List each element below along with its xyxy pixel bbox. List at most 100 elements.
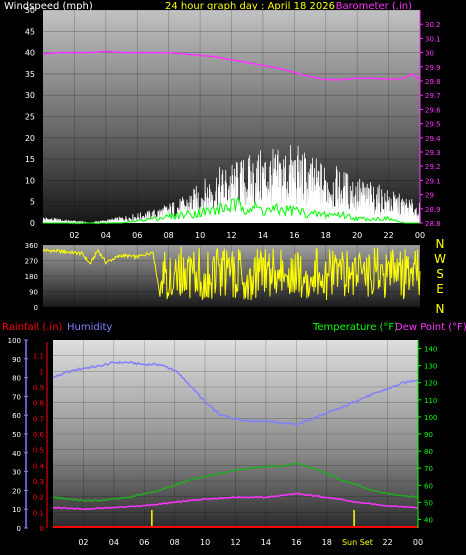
- humidity-tick-label: 100: [8, 337, 21, 345]
- temp-x-tick-label: Sun: [342, 538, 357, 547]
- temp-tick-label: 40: [424, 516, 433, 524]
- barometer-tick-label: 28.9: [425, 206, 441, 214]
- rain-tick-label: 0.5: [33, 447, 44, 455]
- rain-tick-label: 0.3: [33, 478, 44, 486]
- barometer-tick-label: 30.2: [425, 21, 441, 29]
- wind-x-tick-label: 14: [258, 231, 268, 240]
- wind-x-tick-label: 12: [226, 231, 236, 240]
- wind-x-tick-label: 22: [383, 231, 393, 240]
- temperature-axis-title: Temperature (°F): [312, 322, 398, 333]
- wind-x-tick-label: 18: [321, 231, 331, 240]
- wind-x-tick-label: 10: [195, 231, 205, 240]
- barometer-tick-label: 29.4: [425, 135, 441, 143]
- chart-title: 24 hour graph day : April 18 2026: [165, 1, 335, 12]
- humidity-tick-label: 40: [12, 450, 21, 458]
- wind-gust-series: [43, 196, 420, 224]
- humidity-tick-label: 0: [17, 525, 21, 533]
- compass-label-e: E: [436, 282, 444, 296]
- direction-tick-label: 0: [34, 304, 38, 312]
- rain-tick-label: 0.6: [33, 431, 45, 439]
- direction-panel-series: [42, 246, 421, 301]
- wind-x-tick-label: 04: [101, 231, 111, 240]
- compass-label-n: N: [436, 237, 445, 251]
- humidity-axis-title: Humidity: [67, 322, 112, 333]
- temp-x-tick-label: 10: [200, 538, 210, 547]
- temp-tick-label: 110: [424, 397, 437, 405]
- temp-tick-label: 50: [424, 499, 433, 507]
- humidity-series: [52, 360, 418, 427]
- temp-panel-background: [53, 340, 418, 528]
- wind-x-tick-label: 08: [164, 231, 174, 240]
- rain-tick-label: 0.1: [33, 509, 44, 517]
- temp-tick-label: 90: [424, 431, 433, 439]
- wind-tick-label: 50: [25, 6, 35, 15]
- wind-tick-label: 35: [25, 70, 35, 79]
- barometer-tick-label: 29: [425, 192, 434, 200]
- temp-tick-label: 60: [424, 482, 433, 490]
- wind-tick-label: 15: [25, 155, 35, 164]
- wind-panel-series: [42, 50, 421, 225]
- wind-x-tick-label: 06: [132, 231, 142, 240]
- humidity-tick-label: 50: [12, 431, 21, 439]
- compass-label-n-bottom: N: [436, 302, 445, 316]
- temp-x-tick-label: 18: [322, 538, 332, 547]
- barometer-tick-label: 29.2: [425, 163, 441, 171]
- temp-x-tick-label: 22: [382, 538, 392, 547]
- dewpoint-axis-title: Dew Point (°F): [395, 322, 466, 333]
- wind-tick-label: 5: [30, 198, 35, 207]
- barometer-tick-label: 30.1: [425, 35, 441, 43]
- temp-x-tick-label: 04: [109, 538, 119, 547]
- wind-tick-label: 40: [25, 49, 35, 58]
- barometer-tick-label: 29.5: [425, 121, 441, 129]
- humidity-tick-label: 90: [12, 356, 21, 364]
- temp-panel-series: [52, 360, 419, 528]
- windspeed-axis-title: Windspeed (mph): [4, 1, 93, 12]
- temp-tick-label: 130: [424, 363, 437, 371]
- direction-panel-grid: [43, 244, 421, 308]
- temp-x-tick-label: 14: [261, 538, 271, 547]
- rain-tick-label: 1.1: [33, 353, 44, 361]
- barometer-tick-label: 29.1: [425, 177, 441, 185]
- barometer-axis-title: Barometer (.in): [336, 1, 412, 12]
- compass-label-w: W: [434, 252, 446, 266]
- wind-tick-label: 25: [25, 113, 35, 122]
- temp-tick-label: 140: [424, 346, 437, 354]
- humidity-tick-label: 80: [12, 375, 21, 383]
- dewpoint-series: [52, 492, 419, 511]
- humidity-tick-label: 10: [12, 506, 21, 514]
- rain-tick-label: 1: [40, 368, 44, 376]
- rain-tick-label: 0.4: [33, 462, 45, 470]
- compass-label-s: S: [436, 267, 444, 281]
- barometer-series: [42, 50, 421, 81]
- temp-panel-axes: 0 0.1 0.2 0.3 0.4 0.5 0.6 0.7 0.8 0.9 1 1.1 0 10 20 30 4…: [8, 337, 438, 547]
- temp-tick-label: 80: [424, 448, 433, 456]
- temperature-series: [52, 462, 419, 503]
- wind-tick-label: 45: [25, 27, 35, 36]
- rain-tick-label: 0.8: [33, 400, 44, 408]
- direction-tick-label: 270: [25, 258, 38, 266]
- wind-x-tick-label: 16: [289, 231, 299, 240]
- wind-tick-label: 20: [25, 134, 35, 143]
- rainfall-axis-title: Rainfall (.in): [2, 322, 63, 333]
- wind-x-tick-label: 20: [352, 231, 362, 240]
- temp-tick-label: 70: [424, 465, 433, 473]
- temp-x-tick-label: 00: [413, 538, 423, 547]
- temp-x-tick-label: 08: [170, 538, 180, 547]
- wind-tick-label: 10: [25, 176, 35, 185]
- humidity-tick-label: 70: [12, 393, 21, 401]
- direction-panel-axes: 0 90 180 270 360: [25, 242, 38, 312]
- wind-x-tick-label: 02: [69, 231, 79, 240]
- barometer-tick-label: 28.8: [425, 220, 441, 228]
- barometer-tick-label: 30: [425, 50, 434, 58]
- direction-tick-label: 360: [25, 242, 38, 250]
- barometer-tick-label: 29.3: [425, 149, 441, 157]
- rain-tick-label: 0.9: [33, 384, 44, 392]
- temp-x-tick-label: 02: [78, 538, 88, 547]
- wind-tick-label: 30: [25, 91, 35, 100]
- wind-x-tick-label: 00: [415, 231, 425, 240]
- direction-tick-label: 180: [25, 273, 38, 281]
- wind-panel-axes: 0 5 10 15 20 25 30 35 40 45 50 28.8 28.9 29 29.1 29.2 29…: [25, 6, 441, 240]
- humidity-tick-label: 30: [12, 469, 21, 477]
- temp-x-tick-label: Set: [360, 538, 373, 547]
